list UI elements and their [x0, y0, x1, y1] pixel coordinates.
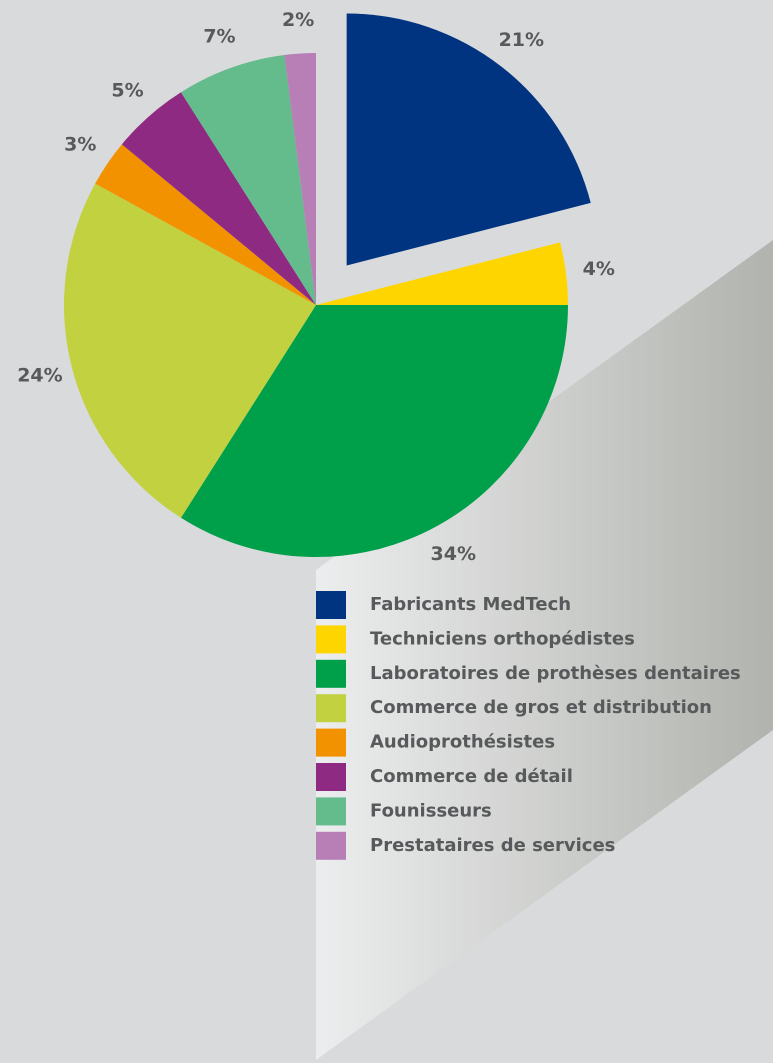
- legend-swatch: [316, 659, 346, 688]
- pie-slice: [180, 54, 316, 306]
- legend-swatch: [316, 797, 346, 826]
- slice-label: 24%: [17, 364, 62, 386]
- legend-label: Laboratoires de prothèses dentaires: [370, 663, 741, 684]
- legend-label: Commerce de gros et distribution: [370, 697, 712, 718]
- slice-label: 21%: [499, 29, 544, 51]
- pie-slice: [284, 53, 316, 305]
- pie-slice: [316, 242, 568, 305]
- legend-label: Founisseurs: [370, 800, 492, 821]
- legend-swatch: [316, 831, 346, 860]
- legend-label: Commerce de détail: [370, 766, 573, 787]
- pie-slice: [95, 144, 316, 305]
- legend-label: Audioprothésistes: [370, 732, 555, 753]
- legend-label: Prestataires de services: [370, 835, 615, 856]
- pie-slice: [346, 13, 591, 266]
- legend-swatch: [316, 591, 346, 619]
- slice-label: 7%: [203, 25, 235, 47]
- slice-label: 34%: [431, 543, 476, 565]
- pie-slice: [121, 92, 317, 305]
- legend-label: Fabricants MedTech: [370, 594, 571, 615]
- legend-swatch: [316, 763, 346, 791]
- slice-label: 5%: [111, 80, 143, 102]
- slice-label: 4%: [583, 258, 615, 280]
- slice-label: 2%: [282, 9, 314, 31]
- decor-band: [316, 240, 773, 1060]
- pie-slice: [180, 305, 568, 558]
- legend-swatch: [316, 625, 346, 654]
- legend-label: Techniciens orthopédistes: [370, 628, 635, 649]
- legend-swatch: [316, 694, 346, 723]
- slice-label: 3%: [64, 133, 96, 155]
- legend-swatch: [316, 728, 346, 757]
- pie-slice: [64, 183, 316, 518]
